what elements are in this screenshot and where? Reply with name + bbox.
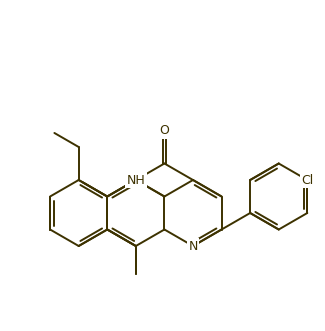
Text: O: O (160, 124, 169, 137)
Text: Cl: Cl (301, 173, 313, 186)
Text: N: N (188, 240, 198, 253)
Text: NH: NH (126, 173, 145, 186)
